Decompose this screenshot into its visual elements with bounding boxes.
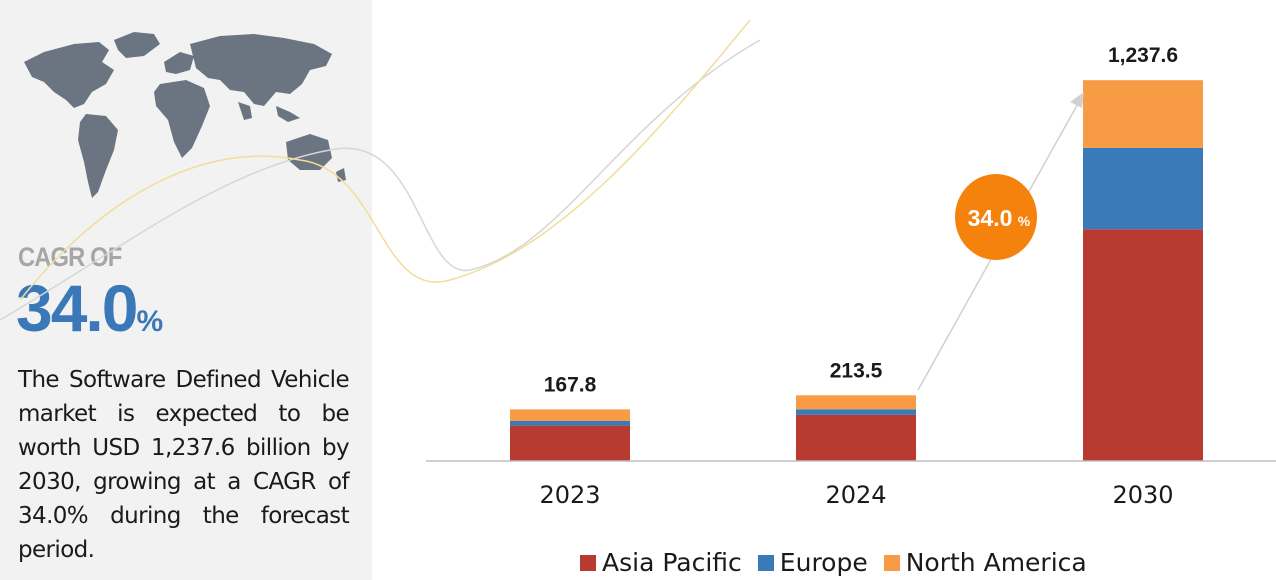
bar-2030-asia-pacific (1083, 229, 1203, 461)
bar-2024-north-america (796, 395, 916, 410)
bar-2030-europe (1083, 147, 1203, 230)
bar-2023-asia-pacific (510, 425, 630, 461)
legend-label-asia-pacific: Asia Pacific (602, 548, 742, 577)
market-description: The Software Defined Vehicle market is e… (18, 367, 350, 563)
bar-2023-europe (510, 421, 630, 426)
total-label-2030: 1,237.6 (1108, 44, 1178, 67)
cagr-badge (955, 174, 1037, 260)
x-tick-label-2030: 2030 (1112, 481, 1173, 509)
bar-2024-asia-pacific (796, 414, 916, 461)
cagr-badge-unit: % (1018, 213, 1031, 229)
total-label-2023: 167.8 (544, 373, 597, 396)
legend-item-north-america: North America (883, 548, 1087, 577)
bar-2024-europe (796, 409, 916, 415)
x-tick-label-2023: 2023 (539, 481, 600, 509)
legend-item-europe: Europe (757, 548, 868, 577)
legend-label-europe: Europe (779, 548, 868, 577)
cagr-badge-value: 34.0 (968, 205, 1013, 231)
total-label-2024: 213.5 (830, 359, 883, 382)
growth-arrow-head (1070, 92, 1084, 108)
bar-2023-north-america (510, 409, 630, 421)
legend-swatch-europe (757, 554, 774, 571)
x-tick-label-2024: 2024 (825, 481, 886, 509)
chart-legend: Asia Pacific Europe North America (580, 548, 1087, 577)
bar-2030-north-america (1083, 80, 1203, 148)
legend-swatch-north-america (883, 554, 900, 571)
legend-item-asia-pacific: Asia Pacific (580, 548, 742, 577)
legend-swatch-asia-pacific (580, 554, 596, 571)
legend-label-north-america: North America (905, 548, 1087, 577)
